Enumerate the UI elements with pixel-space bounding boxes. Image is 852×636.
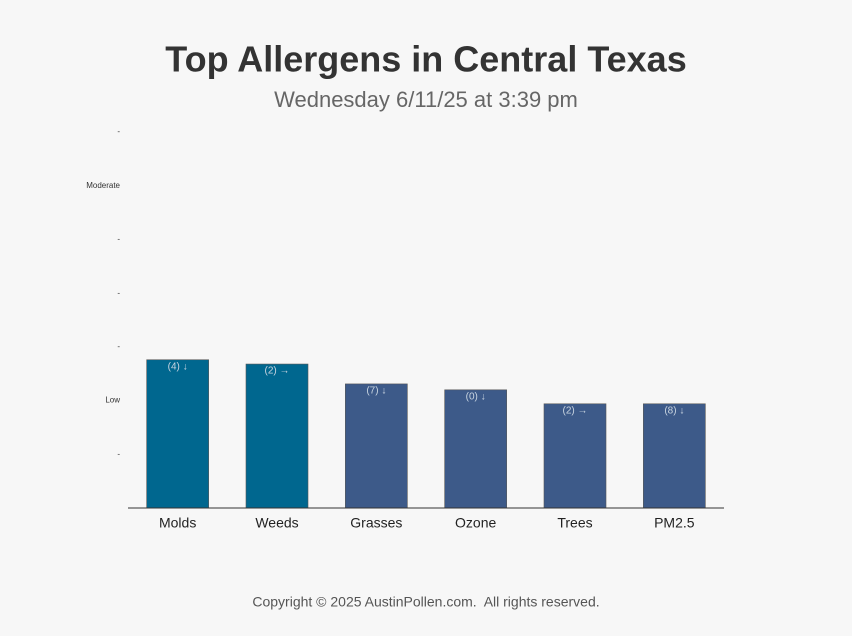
bar-label: (4) ↓ bbox=[168, 361, 188, 372]
x-tick-label: Ozone bbox=[455, 515, 496, 531]
x-tick-label: Molds bbox=[159, 515, 196, 531]
y-tick-label: - bbox=[117, 127, 120, 136]
bar bbox=[543, 403, 607, 509]
bar-label: (0) ↓ bbox=[466, 391, 486, 402]
footer: Copyright © 2025 AustinPollen.com. All r… bbox=[252, 594, 599, 610]
x-tick-label: PM2.5 bbox=[654, 515, 695, 531]
bar-label: (8) ↓ bbox=[664, 405, 684, 416]
x-tick-label: Weeds bbox=[255, 515, 298, 531]
bar bbox=[643, 403, 706, 509]
bar-label: (2) → bbox=[265, 366, 290, 377]
y-tick-label: - bbox=[117, 235, 120, 244]
chart-subtitle: Wednesday 6/11/25 at 3:39 pm bbox=[274, 87, 578, 112]
bar-label: (7) ↓ bbox=[366, 386, 386, 397]
chart-title: Top Allergens in Central Texas bbox=[165, 39, 686, 80]
bar bbox=[146, 359, 209, 509]
bar-label: (2) → bbox=[563, 405, 588, 416]
x-tick-label: Grasses bbox=[350, 515, 402, 531]
bar bbox=[345, 383, 408, 509]
y-tick-label: Low bbox=[105, 396, 120, 405]
y-tick-label: - bbox=[117, 288, 120, 297]
y-tick-label: Moderate bbox=[86, 181, 120, 190]
bar bbox=[245, 363, 309, 509]
y-tick-label: - bbox=[117, 449, 120, 458]
x-tick-label: Trees bbox=[557, 515, 592, 531]
y-tick-label: - bbox=[117, 342, 120, 351]
bar bbox=[444, 389, 507, 509]
